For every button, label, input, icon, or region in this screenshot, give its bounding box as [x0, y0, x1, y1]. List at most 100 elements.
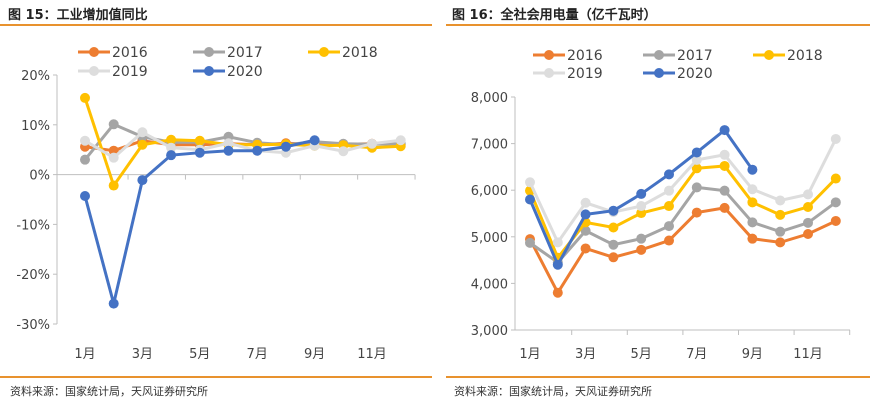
data-point-2016: [580, 243, 591, 254]
legend-marker: [654, 50, 664, 60]
legend-label: 2017: [227, 45, 263, 61]
data-point-2020: [608, 205, 619, 216]
data-point-2016: [691, 207, 702, 218]
data-point-2018: [830, 173, 841, 184]
data-point-2019: [803, 189, 813, 200]
data-point-2017: [691, 182, 702, 193]
data-point-2019: [80, 135, 90, 146]
y-tick-label: -30%: [16, 318, 50, 333]
data-point-2019: [137, 127, 148, 138]
y-tick-label: 0%: [29, 169, 50, 184]
legend-label: 2020: [677, 66, 713, 82]
data-point-2018: [747, 197, 758, 208]
legend-marker: [544, 68, 554, 78]
data-point-2017: [747, 217, 758, 228]
data-point-2016: [719, 202, 730, 213]
data-point-2016: [747, 233, 758, 244]
data-point-2019: [108, 152, 119, 163]
data-point-2016: [830, 215, 841, 226]
data-point-2019: [395, 135, 406, 146]
legend-marker: [204, 66, 214, 76]
legend-marker: [764, 50, 774, 60]
data-point-2020: [747, 164, 758, 175]
data-point-2019: [552, 237, 563, 248]
data-point-2017: [719, 185, 730, 196]
data-point-2019: [830, 133, 841, 144]
data-point-2016: [108, 145, 119, 156]
y-tick-label: 3,000: [471, 324, 508, 339]
data-point-2017: [830, 197, 841, 208]
divider: [0, 376, 432, 378]
legend-label: 2016: [112, 45, 148, 61]
x-tick-label: 1月: [74, 347, 95, 362]
y-tick-label: 10%: [21, 119, 50, 134]
series-line-2016: [528, 206, 837, 296]
data-point-2020: [719, 125, 730, 136]
data-point-2018: [137, 139, 148, 150]
x-tick-label: 5月: [189, 347, 210, 362]
data-point-2017: [80, 154, 90, 165]
data-point-2019: [719, 149, 730, 160]
divider: [446, 24, 870, 26]
data-point-2018: [803, 201, 813, 212]
chart-1-title: 图 15：工业增加值同比: [8, 8, 148, 23]
legend-label: 2018: [787, 48, 823, 64]
data-point-2016: [775, 237, 786, 248]
data-point-2016: [636, 244, 647, 255]
x-tick-label: 3月: [132, 347, 153, 362]
data-point-2020: [137, 175, 148, 186]
divider: [0, 24, 432, 26]
x-tick-label: 9月: [742, 347, 763, 362]
data-point-2019: [580, 197, 591, 208]
chart-1-source: 资料来源：国家统计局，天风证券研究所: [10, 385, 208, 398]
data-point-2020: [194, 147, 205, 158]
data-point-2018: [194, 135, 205, 146]
y-tick-label: 20%: [21, 69, 50, 84]
y-tick-label: 5,000: [471, 231, 508, 246]
data-point-2018: [636, 208, 647, 219]
legend-marker: [204, 47, 214, 57]
data-point-2019: [636, 201, 647, 212]
data-point-2020: [552, 259, 563, 270]
legend-marker: [89, 66, 99, 76]
data-point-2019: [166, 142, 177, 153]
data-point-2020: [280, 141, 291, 152]
data-point-2016: [803, 229, 813, 240]
divider: [446, 376, 870, 378]
data-point-2017: [108, 119, 119, 130]
y-tick-label: 7,000: [471, 138, 508, 153]
data-point-2019: [747, 184, 758, 195]
y-tick-label: 4,000: [471, 277, 508, 292]
data-point-2017: [775, 226, 786, 237]
y-tick-label: -20%: [16, 268, 50, 283]
data-point-2020: [108, 298, 119, 309]
chart-2-title: 图 16：全社会用电量（亿千瓦时）: [452, 8, 657, 23]
y-tick-label: 8,000: [471, 91, 508, 106]
data-point-2019: [691, 154, 702, 165]
x-tick-label: 3月: [575, 347, 596, 362]
data-point-2018: [664, 201, 674, 212]
data-point-2018: [108, 180, 119, 191]
data-point-2018: [691, 163, 702, 174]
series-line-2020: [83, 138, 315, 304]
legend-label: 2016: [567, 48, 603, 64]
x-tick-label: 11月: [793, 347, 823, 362]
data-point-2019: [664, 185, 674, 196]
legend-marker: [654, 68, 664, 78]
data-point-2020: [691, 147, 702, 158]
data-point-2019: [223, 138, 234, 149]
data-point-2018: [166, 134, 177, 145]
data-point-2018: [719, 160, 730, 171]
data-point-2017: [636, 233, 647, 244]
data-point-2018: [775, 209, 786, 220]
data-point-2016: [552, 287, 563, 298]
data-point-2017: [580, 225, 591, 236]
y-tick-label: 6,000: [471, 184, 508, 199]
legend-marker: [544, 50, 554, 60]
data-point-2020: [166, 150, 177, 161]
data-point-2019: [775, 195, 786, 206]
legend-label: 2020: [227, 64, 263, 80]
data-point-2020: [80, 191, 90, 202]
x-tick-label: 11月: [357, 347, 387, 362]
